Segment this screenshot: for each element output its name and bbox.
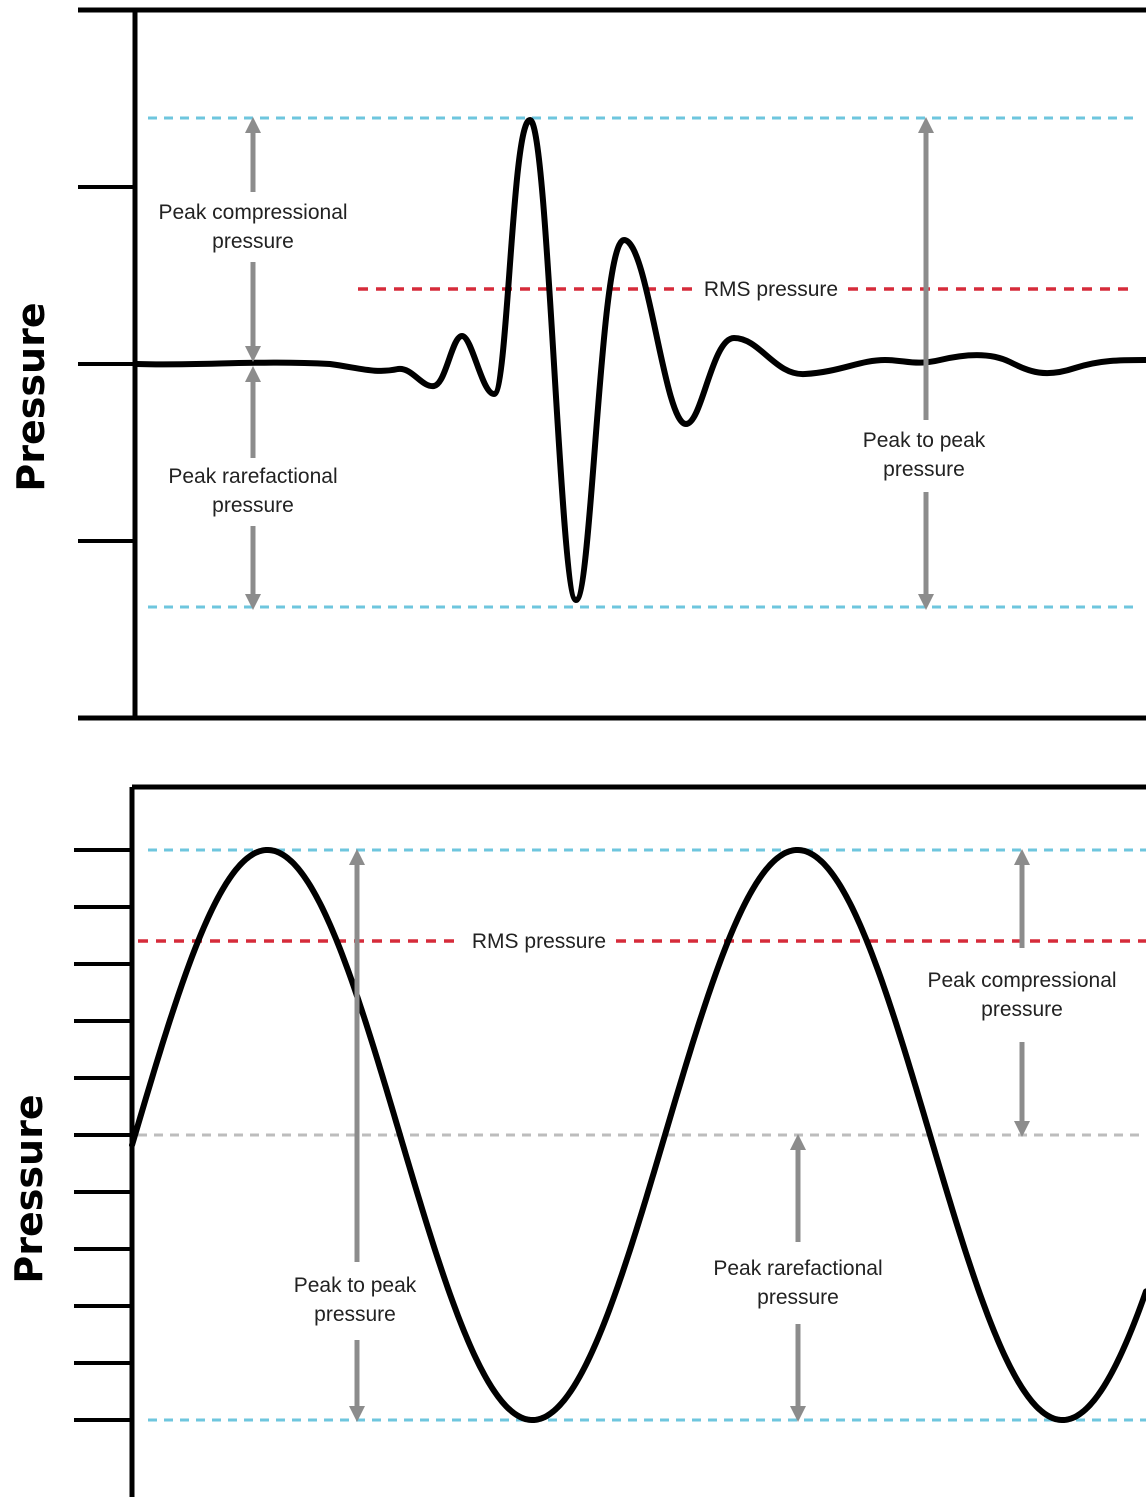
sine-ticks (74, 848, 132, 1422)
pulse-peak-rarefactional-label: pressure (212, 494, 294, 517)
sine-peak-to-peak-label: pressure (314, 1303, 396, 1326)
sine-y-axis-label: Pressure (7, 1094, 51, 1283)
sine-peak-rarefactional-label: pressure (757, 1286, 839, 1309)
sine-peak-rarefactional-label: Peak rarefactional (713, 1257, 882, 1280)
sine-panel: Pressure RMS pressure Peak to peak press… (7, 784, 1146, 1497)
pulse-peak-compressional-label: pressure (212, 230, 294, 253)
pulse-peak-rarefactional-label: Peak rarefactional (168, 465, 337, 488)
pulse-peak-compressional-label: Peak compressional (158, 201, 347, 224)
pulse-waveform (134, 117, 1146, 603)
pulse-y-axis-label: Pressure (9, 302, 53, 491)
sine-peak-to-peak-label: Peak to peak (294, 1274, 417, 1297)
sine-waveform (129, 847, 1146, 1423)
pulse-peak-to-peak-label: Peak to peak (863, 429, 986, 452)
pulse-rms-label: RMS pressure (704, 278, 838, 301)
sine-peak-compressional-label: pressure (981, 998, 1063, 1021)
sine-rms-label: RMS pressure (472, 930, 606, 953)
pulse-panel: Pressure RMS pressure Peak compressional… (9, 7, 1146, 721)
pulse-peak-to-peak-label: pressure (883, 458, 965, 481)
sine-peak-compressional-label: Peak compressional (927, 969, 1116, 992)
